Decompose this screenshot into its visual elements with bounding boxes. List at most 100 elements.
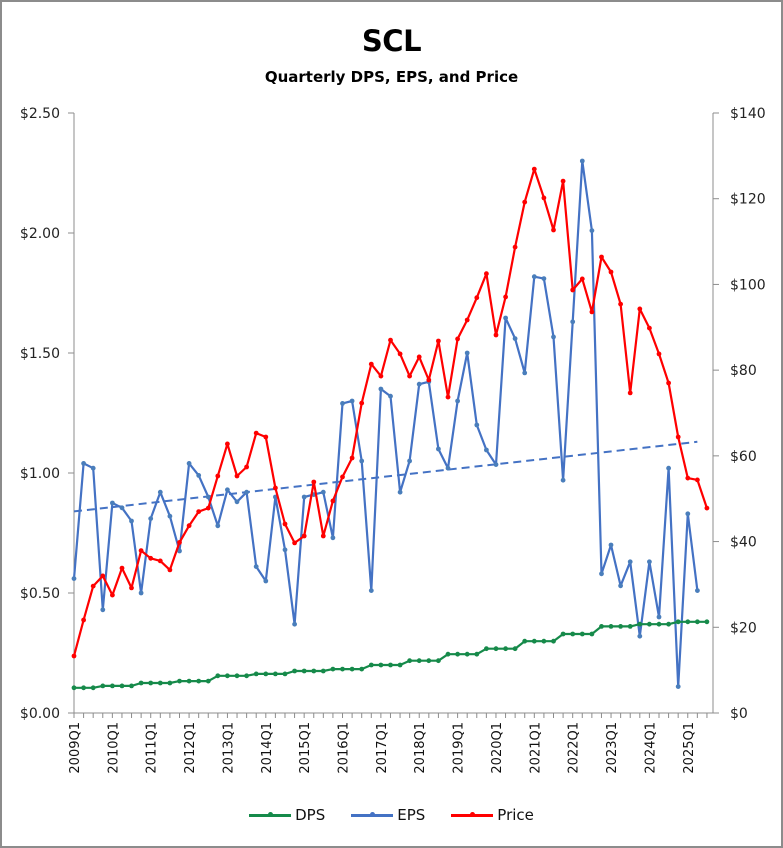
price-point xyxy=(522,199,528,205)
eps-point xyxy=(618,583,623,589)
price-point xyxy=(90,583,96,589)
x-tick-label: 2025Q1 xyxy=(682,722,697,774)
dps-point xyxy=(397,662,403,668)
eps-point xyxy=(225,487,230,493)
price-point xyxy=(675,434,681,440)
right-y-tick-label: $40 xyxy=(730,535,757,551)
eps-point xyxy=(301,494,307,500)
x-tick-label: 2012Q1 xyxy=(183,722,198,774)
series-price xyxy=(71,166,710,659)
price-point xyxy=(493,332,499,338)
price-point xyxy=(263,434,269,440)
price-point xyxy=(484,271,489,277)
x-tick-label: 2011Q1 xyxy=(145,722,160,774)
legend-item-eps: EPS xyxy=(351,806,425,824)
eps-point xyxy=(570,319,576,325)
x-tick-label: 2009Q1 xyxy=(68,722,83,774)
price-point xyxy=(627,390,633,396)
x-tick-label: 2022Q1 xyxy=(567,722,582,774)
dps-point xyxy=(445,651,451,657)
dps-point xyxy=(157,680,163,686)
price-point xyxy=(205,505,211,511)
price-point xyxy=(531,166,537,172)
price-point xyxy=(282,521,288,527)
price-point xyxy=(225,441,230,447)
price-point xyxy=(119,565,125,571)
x-tick-label: 2023Q1 xyxy=(605,722,620,774)
dps-point xyxy=(320,668,326,674)
price-point xyxy=(349,455,355,461)
dps-point xyxy=(407,658,412,664)
legend-swatch-price xyxy=(451,812,494,817)
legend-label-eps: EPS xyxy=(397,806,426,824)
price-point xyxy=(330,498,336,504)
dps-point xyxy=(81,685,86,691)
eps-point xyxy=(215,523,221,529)
eps-point xyxy=(627,559,633,565)
eps-point xyxy=(157,489,163,495)
price-point xyxy=(148,555,154,561)
left-y-tick-label: $2.50 xyxy=(20,106,60,122)
eps-point xyxy=(119,505,125,511)
dps-point xyxy=(579,631,585,637)
right-y-tick-label: $140 xyxy=(730,106,766,122)
dps-point xyxy=(148,680,154,686)
eps-point xyxy=(474,422,480,428)
dps-point xyxy=(225,673,230,679)
left-y-tick-label: $0.50 xyxy=(20,586,60,602)
dps-point xyxy=(138,680,144,686)
left-y-tick-label: $1.50 xyxy=(20,346,60,362)
price-point xyxy=(378,373,384,379)
dps-point xyxy=(512,646,518,652)
dps-point xyxy=(273,671,278,677)
dps-point xyxy=(119,683,125,689)
dps-point xyxy=(464,651,470,657)
dps-point xyxy=(426,658,432,664)
dps-point xyxy=(608,624,614,629)
dps-point xyxy=(110,683,115,689)
dps-point xyxy=(234,673,240,679)
price-point xyxy=(685,475,691,481)
eps-point xyxy=(263,578,269,584)
eps-point xyxy=(455,398,460,404)
price-point xyxy=(100,573,106,579)
legend-label-dps: DPS xyxy=(295,806,326,824)
price-point xyxy=(551,227,556,233)
dps-point xyxy=(695,619,700,625)
price-point xyxy=(704,505,710,511)
dps-point xyxy=(436,658,441,664)
price-point xyxy=(426,377,432,383)
dps-point xyxy=(301,668,307,674)
dps-point xyxy=(378,662,384,668)
eps-point xyxy=(599,571,604,577)
eps-point xyxy=(531,274,537,280)
x-tick-label: 2017Q1 xyxy=(375,722,390,774)
eps-point xyxy=(368,588,374,593)
price-point xyxy=(388,337,393,343)
eps-point xyxy=(589,228,595,234)
eps-point xyxy=(407,458,412,464)
x-tick-label: 2010Q1 xyxy=(106,722,121,774)
dps-point xyxy=(541,638,547,644)
right-y-tick-label: $0 xyxy=(730,706,748,722)
eps-point xyxy=(503,315,508,321)
price-point xyxy=(560,178,566,184)
dps-point xyxy=(599,624,604,629)
eps-point xyxy=(647,559,652,565)
price-point xyxy=(541,195,547,201)
dps-point xyxy=(340,666,345,672)
price-point xyxy=(311,479,317,485)
price-point xyxy=(589,309,595,315)
eps-point xyxy=(90,465,96,471)
price-point xyxy=(474,295,480,301)
dps-point xyxy=(90,685,96,691)
price-point xyxy=(695,477,700,483)
eps-point xyxy=(244,489,250,495)
dps-point xyxy=(589,631,595,637)
eps-point xyxy=(349,398,355,404)
price-point xyxy=(138,548,144,553)
price-point xyxy=(359,400,365,406)
eps-point xyxy=(464,350,470,356)
price-line xyxy=(72,168,708,657)
price-point xyxy=(186,523,192,529)
